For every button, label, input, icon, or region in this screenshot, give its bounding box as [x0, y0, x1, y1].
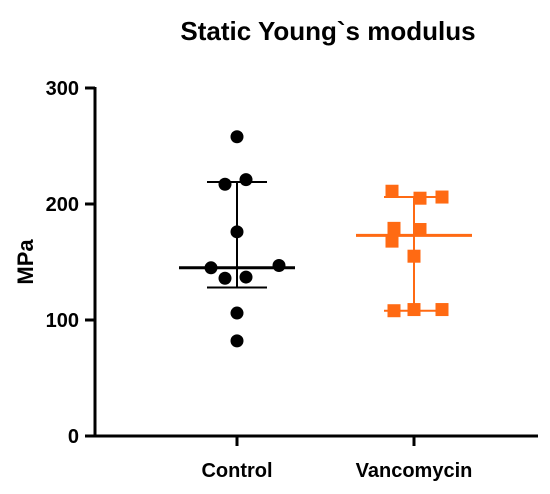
data-point — [435, 190, 449, 204]
data-point — [230, 225, 244, 239]
data-point — [407, 303, 421, 317]
y-axis-label: MPa — [13, 239, 38, 285]
x-ticks: Control Vancomycin — [201, 436, 472, 482]
data-point — [230, 334, 244, 348]
plot-area — [179, 130, 472, 348]
data-point — [218, 177, 232, 191]
data-point — [413, 223, 427, 237]
y-ticks: 0 100 200 300 — [46, 78, 95, 448]
y-tick-label: 300 — [46, 78, 79, 100]
y-tick-label: 100 — [46, 310, 79, 332]
data-point — [218, 271, 232, 285]
series-control — [179, 130, 295, 348]
data-point — [272, 258, 286, 272]
chart-title: Static Young`s modulus — [180, 16, 475, 46]
data-point — [385, 234, 399, 248]
data-point — [435, 303, 449, 317]
series-vancomycin — [356, 184, 472, 318]
data-point — [230, 130, 244, 144]
y-tick-label: 200 — [46, 194, 79, 216]
y-tick-label: 0 — [68, 426, 79, 448]
data-point — [387, 221, 401, 235]
data-point — [407, 249, 421, 263]
data-point — [239, 270, 253, 284]
axes — [93, 87, 538, 438]
x-tick-label: Control — [201, 460, 272, 482]
data-point — [230, 306, 244, 320]
data-point — [387, 304, 401, 318]
data-point — [239, 173, 253, 187]
data-point — [204, 261, 218, 275]
x-tick-label: Vancomycin — [356, 460, 473, 482]
data-point — [385, 184, 399, 198]
data-point — [413, 191, 427, 205]
